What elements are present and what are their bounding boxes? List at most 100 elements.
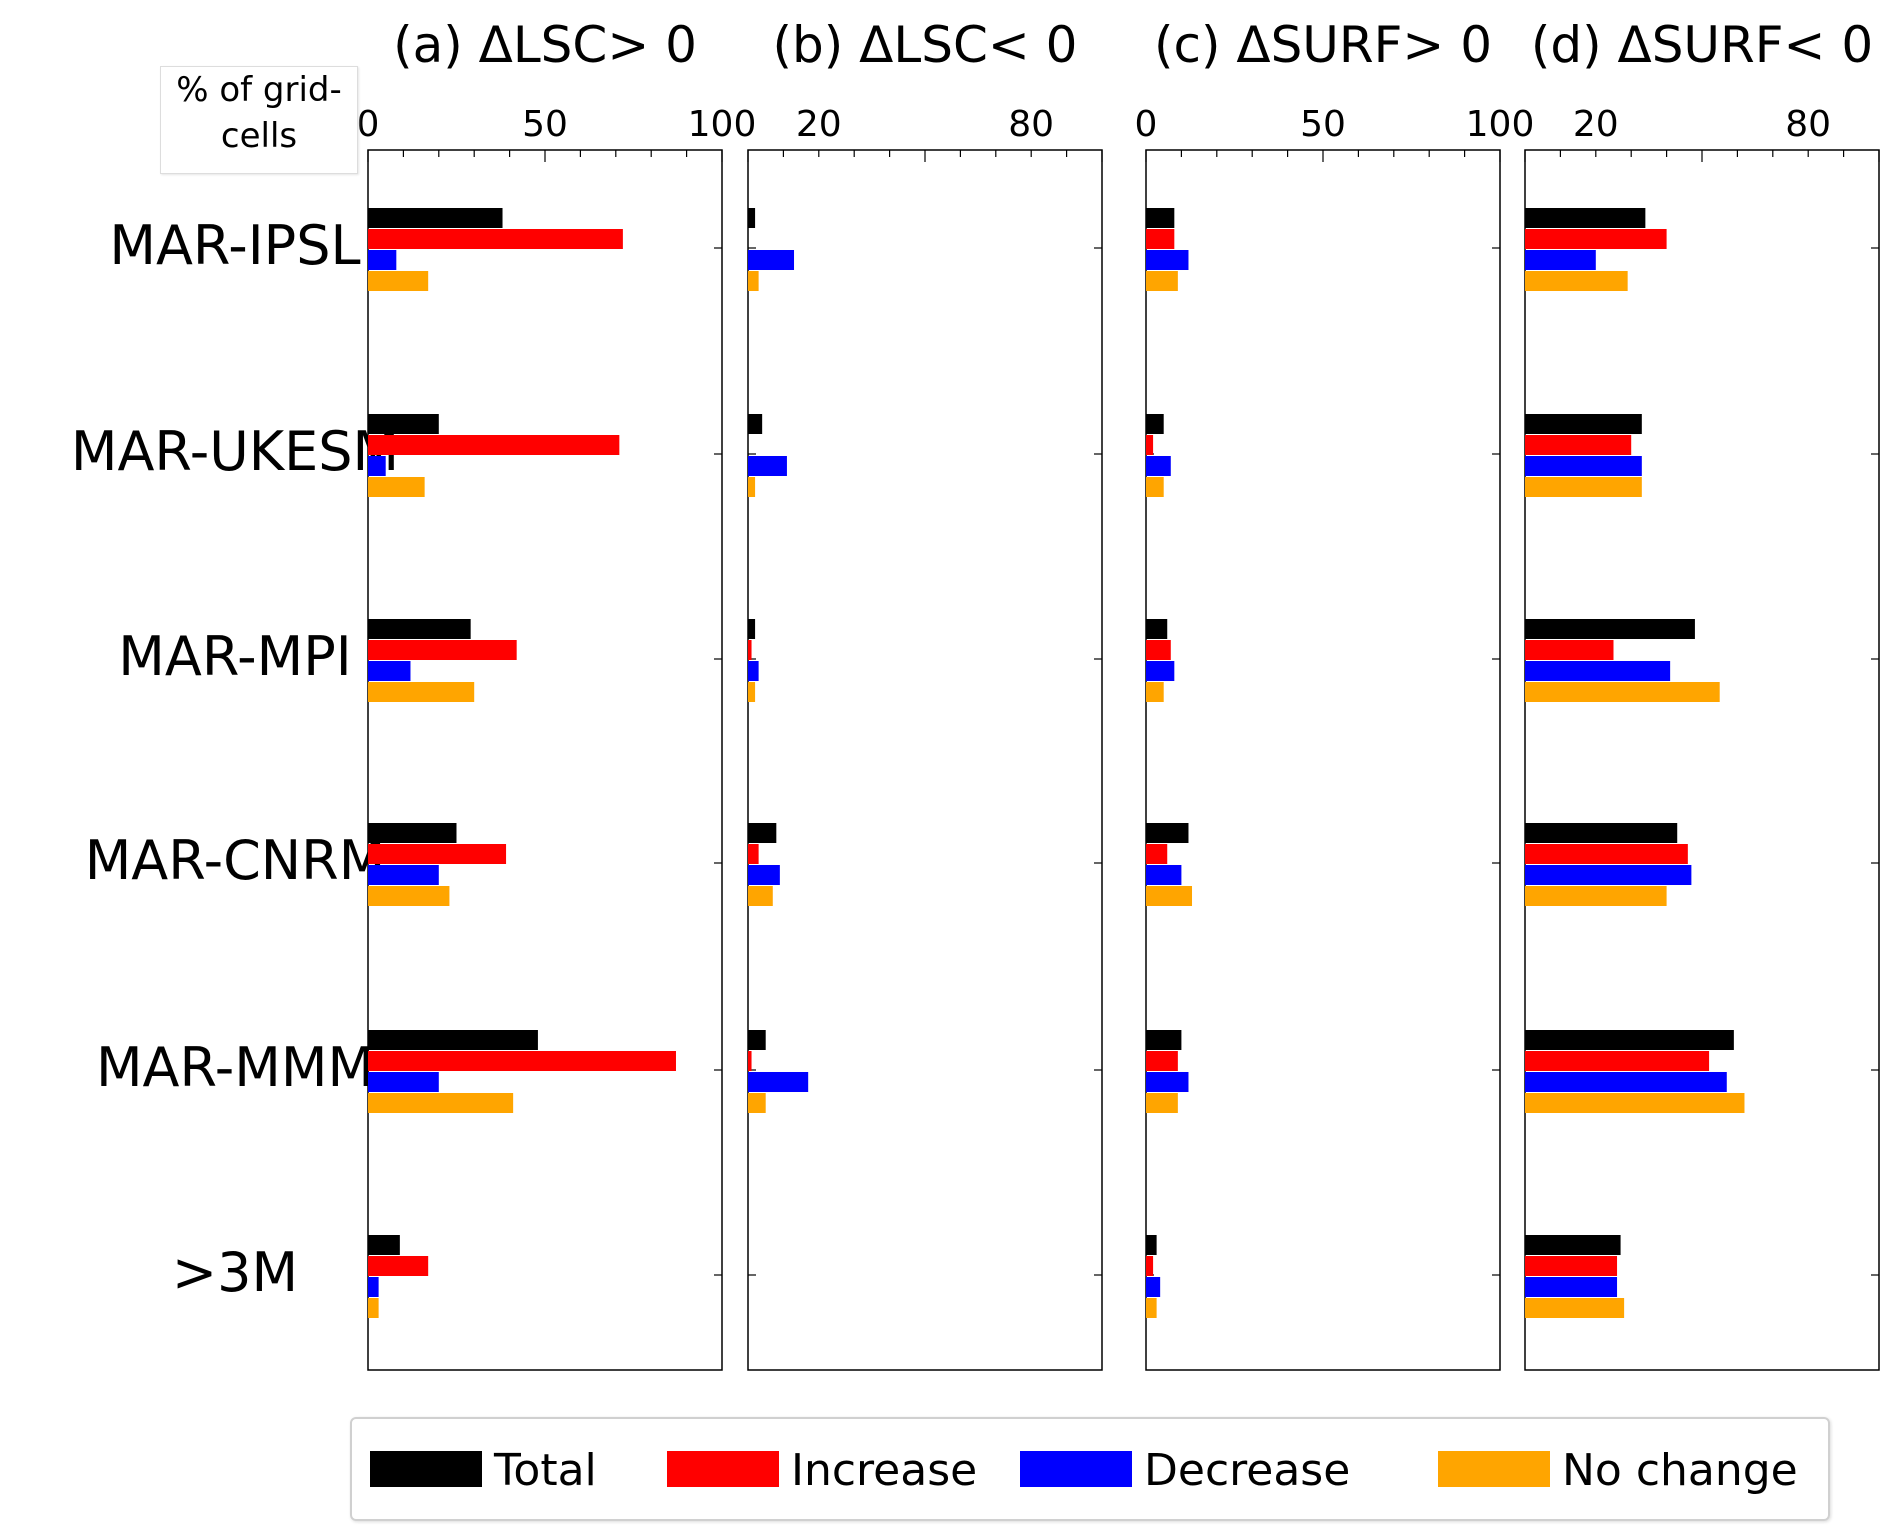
panel-c-bar-no-change-mar-mmm bbox=[1146, 1093, 1178, 1113]
panel-a-bar-increase-mar-ipsl bbox=[368, 229, 623, 249]
panel-a-bar-decrease-mar-mmm bbox=[368, 1072, 439, 1092]
panel-c-bar-increase-mar-mpi bbox=[1146, 640, 1171, 660]
panel-b-bar-total-mar-mmm bbox=[748, 1030, 766, 1050]
panel-a-bar-no-change-mar-mpi bbox=[368, 682, 475, 702]
panel-b-title: (b) ΔLSC< 0 bbox=[773, 16, 1078, 74]
category-label-3m: >3M bbox=[172, 1241, 298, 1304]
panel-b-bar-decrease-mar-mmm bbox=[748, 1072, 809, 1092]
panel-c-bar-total-mar-ipsl bbox=[1146, 208, 1175, 228]
panel-d-bar-no-change-3m bbox=[1525, 1298, 1625, 1318]
panel-d-bar-increase-mar-ipsl bbox=[1525, 229, 1667, 249]
panel-c-bar-total-3m bbox=[1146, 1235, 1157, 1255]
panel-d-bar-increase-mar-mmm bbox=[1525, 1051, 1710, 1071]
panel-c-bar-no-change-mar-ipsl bbox=[1146, 271, 1178, 291]
panel-a-bar-increase-mar-mpi bbox=[368, 640, 517, 660]
panel-d-bar-increase-mar-cnrm bbox=[1525, 844, 1688, 864]
panel-d-bar-total-mar-mmm bbox=[1525, 1030, 1734, 1050]
panel-d-bar-increase-mar-mpi bbox=[1525, 640, 1614, 660]
panel-a-bar-no-change-3m bbox=[368, 1298, 379, 1318]
panel-b-bar-increase-mar-mpi bbox=[748, 640, 752, 660]
panel-c-bar-no-change-mar-mpi bbox=[1146, 682, 1164, 702]
panel-c-bar-increase-mar-cnrm bbox=[1146, 844, 1168, 864]
legend-swatch-decrease bbox=[1020, 1451, 1132, 1487]
panel-d-bar-total-3m bbox=[1525, 1235, 1621, 1255]
panel-b-bar-no-change-mar-ukesm bbox=[748, 477, 756, 497]
panel-a-bar-decrease-mar-ukesm bbox=[368, 456, 386, 476]
panel-c-title: (c) ΔSURF> 0 bbox=[1154, 16, 1492, 74]
panel-d-bar-total-mar-cnrm bbox=[1525, 823, 1678, 843]
category-label-mar-mmm: MAR-MMM bbox=[96, 1036, 374, 1099]
panel-c-x-tick-label: 0 bbox=[1135, 104, 1158, 145]
panel-d-bar-increase-3m bbox=[1525, 1256, 1618, 1276]
panel-d-bar-decrease-mar-ipsl bbox=[1525, 250, 1596, 270]
panel-b-bar-decrease-mar-mpi bbox=[748, 661, 759, 681]
panel-b-x-tick-label: 80 bbox=[1008, 104, 1054, 145]
legend: Total Increase Decrease No change bbox=[350, 1417, 1830, 1521]
panel-b-bar-total-mar-ukesm bbox=[748, 414, 763, 434]
panel-a-frame bbox=[367, 149, 723, 1371]
panel-a-bar-no-change-mar-mmm bbox=[368, 1093, 514, 1113]
panel-d-bar-total-mar-ipsl bbox=[1525, 208, 1646, 228]
panel-a-x-tick-label: 100 bbox=[688, 104, 757, 145]
panel-d-bar-no-change-mar-mpi bbox=[1525, 682, 1720, 702]
panel-a-title: (a) ΔLSC> 0 bbox=[393, 16, 697, 74]
panel-d-bar-decrease-mar-mmm bbox=[1525, 1072, 1727, 1092]
axis-unit-line-1: % of grid- bbox=[176, 70, 342, 110]
panel-c-bar-increase-mar-ukesm bbox=[1146, 435, 1154, 455]
panel-b-bar-total-mar-cnrm bbox=[748, 823, 777, 843]
legend-swatch-increase bbox=[667, 1451, 779, 1487]
panel-c-bar-total-mar-cnrm bbox=[1146, 823, 1189, 843]
panel-b-x-tick-label: 20 bbox=[796, 104, 842, 145]
panel-a-bar-no-change-mar-ipsl bbox=[368, 271, 429, 291]
panel-b-bar-increase-mar-cnrm bbox=[748, 844, 759, 864]
panel-a-bar-decrease-3m bbox=[368, 1277, 379, 1297]
panel-c-bar-decrease-mar-cnrm bbox=[1146, 865, 1182, 885]
panel-d-bar-no-change-mar-ukesm bbox=[1525, 477, 1642, 497]
legend-label-no-change: No change bbox=[1562, 1445, 1798, 1496]
panel-a-bar-increase-mar-mmm bbox=[368, 1051, 676, 1071]
panel-c-frame bbox=[1145, 149, 1501, 1371]
panel-b-bar-no-change-mar-ipsl bbox=[748, 271, 759, 291]
panel-b-bar-decrease-mar-ukesm bbox=[748, 456, 787, 476]
panel-c-bar-decrease-mar-ipsl bbox=[1146, 250, 1189, 270]
panel-a-bar-total-mar-mpi bbox=[368, 619, 471, 639]
panel-d-bar-decrease-mar-mpi bbox=[1525, 661, 1671, 681]
panel-b-bar-no-change-mar-mpi bbox=[748, 682, 756, 702]
panel-c-bar-decrease-mar-mmm bbox=[1146, 1072, 1189, 1092]
category-label-mar-ipsl: MAR-IPSL bbox=[109, 214, 360, 277]
panel-c-bar-total-mar-mpi bbox=[1146, 619, 1168, 639]
panel-c-bar-decrease-3m bbox=[1146, 1277, 1161, 1297]
panel-d-bar-increase-mar-ukesm bbox=[1525, 435, 1632, 455]
legend-label-decrease: Decrease bbox=[1144, 1445, 1351, 1496]
category-label-mar-cnrm: MAR-CNRM bbox=[85, 829, 386, 892]
panel-d-bar-no-change-mar-mmm bbox=[1525, 1093, 1745, 1113]
panel-a-bar-total-mar-ipsl bbox=[368, 208, 503, 228]
panel-a-bar-decrease-mar-mpi bbox=[368, 661, 411, 681]
axis-unit-line-2: cells bbox=[220, 116, 298, 156]
panel-c-bar-no-change-3m bbox=[1146, 1298, 1157, 1318]
panel-b-bar-increase-mar-mmm bbox=[748, 1051, 752, 1071]
panel-a-bar-total-mar-mmm bbox=[368, 1030, 538, 1050]
panel-c-bar-total-mar-ukesm bbox=[1146, 414, 1164, 434]
panel-a-bar-no-change-mar-cnrm bbox=[368, 886, 450, 906]
panel-a-bar-increase-mar-ukesm bbox=[368, 435, 620, 455]
panel-b-bar-no-change-mar-cnrm bbox=[748, 886, 773, 906]
panel-a-bar-no-change-mar-ukesm bbox=[368, 477, 425, 497]
panel-b-frame bbox=[747, 149, 1103, 1371]
legend-label-total: Total bbox=[494, 1445, 597, 1496]
panel-b-bar-decrease-mar-cnrm bbox=[748, 865, 780, 885]
panel-d-bar-decrease-3m bbox=[1525, 1277, 1618, 1297]
axis-unit-label: % of grid- cells bbox=[160, 66, 358, 174]
panel-d-bar-decrease-mar-ukesm bbox=[1525, 456, 1642, 476]
category-label-mar-ukesm: MAR-UKESM bbox=[71, 420, 399, 483]
panel-a-bar-total-mar-cnrm bbox=[368, 823, 457, 843]
panel-b-bar-total-mar-mpi bbox=[748, 619, 756, 639]
panel-b-bar-total-mar-ipsl bbox=[748, 208, 756, 228]
panel-a-bar-decrease-mar-cnrm bbox=[368, 865, 439, 885]
panel-d-bar-total-mar-mpi bbox=[1525, 619, 1695, 639]
panel-c-bar-decrease-mar-ukesm bbox=[1146, 456, 1171, 476]
panel-c-bar-no-change-mar-cnrm bbox=[1146, 886, 1193, 906]
panel-a-x-tick-label: 50 bbox=[522, 104, 568, 145]
panel-c-bar-increase-mar-mmm bbox=[1146, 1051, 1178, 1071]
